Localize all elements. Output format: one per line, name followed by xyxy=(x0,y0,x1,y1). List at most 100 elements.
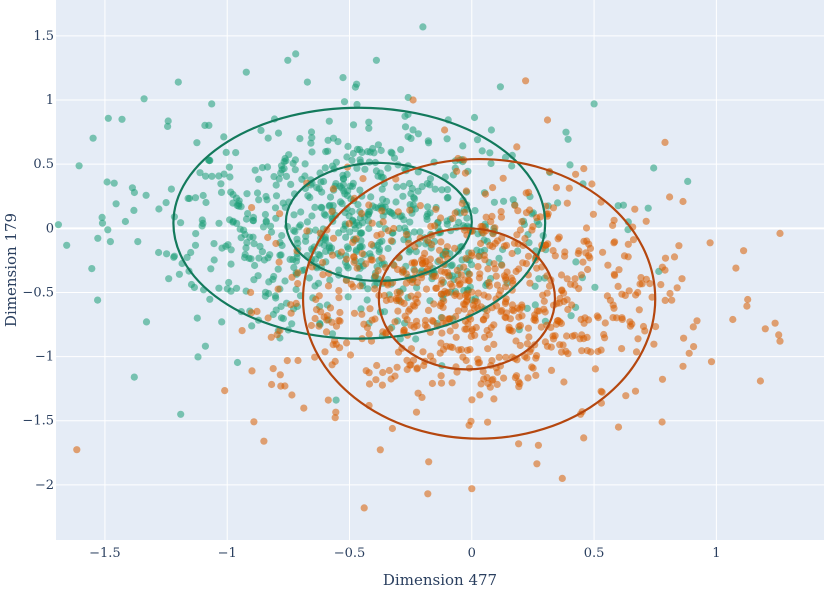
scatter-point-series-2 xyxy=(428,241,436,249)
scatter-point-series-2 xyxy=(453,368,461,376)
scatter-point-series-1 xyxy=(455,218,463,226)
scatter-point-series-2 xyxy=(422,285,431,293)
scatter-point-series-1 xyxy=(263,196,271,204)
scatter-point-series-1 xyxy=(104,226,112,234)
scatter-point-series-1 xyxy=(244,210,252,218)
scatter-point-series-2 xyxy=(401,312,409,320)
scatter-point-series-1 xyxy=(353,100,361,109)
scatter-point-series-1 xyxy=(223,285,231,293)
scatter-point-series-2 xyxy=(437,214,445,222)
scatter-point-series-1 xyxy=(336,198,345,206)
scatter-point-series-2 xyxy=(481,190,490,198)
scatter-point-series-2 xyxy=(482,213,490,221)
scatter-point-series-2 xyxy=(421,316,430,325)
scatter-point-series-1 xyxy=(324,136,332,144)
scatter-point-series-2 xyxy=(428,316,436,325)
scatter-point-series-2 xyxy=(283,357,291,365)
scatter-point-series-2 xyxy=(372,376,380,384)
scatter-point-series-1 xyxy=(266,222,275,230)
scatter-point-series-1 xyxy=(358,219,367,227)
scatter-point-series-2 xyxy=(275,258,283,266)
scatter-point-series-1 xyxy=(222,148,230,156)
scatter-point-series-2 xyxy=(287,301,295,309)
scatter-point-series-2 xyxy=(625,287,633,295)
scatter-point-series-1 xyxy=(591,283,599,291)
scatter-point-series-2 xyxy=(303,227,311,235)
scatter-point-series-1 xyxy=(397,146,405,154)
scatter-point-series-1 xyxy=(354,201,362,209)
scatter-point-series-2 xyxy=(776,337,784,345)
scatter-point-series-2 xyxy=(276,210,284,218)
scatter-point-series-2 xyxy=(324,396,332,404)
scatter-point-series-2 xyxy=(329,185,337,193)
scatter-point-series-2 xyxy=(501,313,509,321)
scatter-point-series-2 xyxy=(382,330,390,338)
scatter-point-series-1 xyxy=(192,230,200,238)
scatter-point-series-1 xyxy=(324,147,332,155)
scatter-point-series-2 xyxy=(365,330,373,338)
scatter-point-series-1 xyxy=(531,282,539,290)
scatter-point-series-2 xyxy=(658,418,666,426)
scatter-point-series-2 xyxy=(524,252,533,260)
scatter-point-series-2 xyxy=(666,289,674,298)
scatter-point-series-2 xyxy=(632,291,640,299)
scatter-point-series-2 xyxy=(345,220,353,228)
scatter-point-series-2 xyxy=(346,351,355,359)
scatter-point-series-2 xyxy=(400,326,408,334)
scatter-point-series-2 xyxy=(624,253,632,261)
scatter-point-series-1 xyxy=(112,200,120,208)
scatter-point-series-2 xyxy=(413,299,421,307)
scatter-point-series-2 xyxy=(311,353,319,361)
scatter-point-series-2 xyxy=(350,258,358,266)
scatter-point-series-2 xyxy=(761,325,769,333)
scatter-point-series-2 xyxy=(658,263,667,271)
scatter-point-series-2 xyxy=(368,219,376,227)
scatter-point-series-2 xyxy=(477,239,485,248)
scatter-point-series-2 xyxy=(444,288,452,296)
scatter-point-series-2 xyxy=(528,363,536,371)
scatter-point-series-2 xyxy=(393,363,401,371)
scatter-point-series-2 xyxy=(540,305,548,313)
scatter-point-series-1 xyxy=(554,199,562,207)
scatter-point-series-2 xyxy=(321,348,329,356)
scatter-point-series-1 xyxy=(377,146,385,155)
scatter-point-series-2 xyxy=(407,292,415,300)
scatter-point-series-2 xyxy=(460,300,468,308)
scatter-point-series-2 xyxy=(611,271,619,279)
scatter-point-series-2 xyxy=(509,277,517,285)
scatter-point-series-1 xyxy=(290,211,298,219)
scatter-point-series-2 xyxy=(680,334,688,342)
scatter-point-series-1 xyxy=(271,204,280,212)
scatter-point-series-1 xyxy=(590,100,598,108)
scatter-point-series-2 xyxy=(358,310,366,318)
scatter-point-series-1 xyxy=(232,194,241,202)
scatter-point-series-2 xyxy=(378,381,386,389)
scatter-point-series-2 xyxy=(474,263,482,271)
scatter-point-series-1 xyxy=(320,177,328,186)
scatter-point-series-2 xyxy=(468,396,476,404)
scatter-point-series-2 xyxy=(618,315,626,323)
scatter-point-series-2 xyxy=(438,314,446,322)
y-axis-title: Dimension 179 xyxy=(2,213,20,327)
scatter-point-series-2 xyxy=(493,281,501,289)
scatter-point-series-1 xyxy=(266,251,274,259)
x-axis-title: Dimension 477 xyxy=(383,571,497,589)
scatter-point-series-2 xyxy=(462,254,470,262)
scatter-point-series-2 xyxy=(424,306,433,314)
scatter-point-series-2 xyxy=(516,305,524,313)
scatter-point-series-2 xyxy=(332,408,340,416)
scatter-point-series-1 xyxy=(261,292,269,300)
scatter-point-series-1 xyxy=(365,224,373,233)
scatter-point-series-2 xyxy=(689,323,697,331)
scatter-point-series-1 xyxy=(207,265,215,273)
scatter-point-series-1 xyxy=(233,358,242,367)
scatter-point-series-2 xyxy=(498,261,506,269)
scatter-point-series-2 xyxy=(393,288,401,296)
scatter-point-series-1 xyxy=(343,153,351,161)
scatter-point-series-1 xyxy=(241,230,249,239)
scatter-point-series-1 xyxy=(566,161,574,169)
scatter-point-series-2 xyxy=(580,237,588,245)
scatter-point-series-2 xyxy=(524,374,532,382)
scatter-point-series-1 xyxy=(250,276,258,284)
scatter-point-series-2 xyxy=(582,224,591,232)
